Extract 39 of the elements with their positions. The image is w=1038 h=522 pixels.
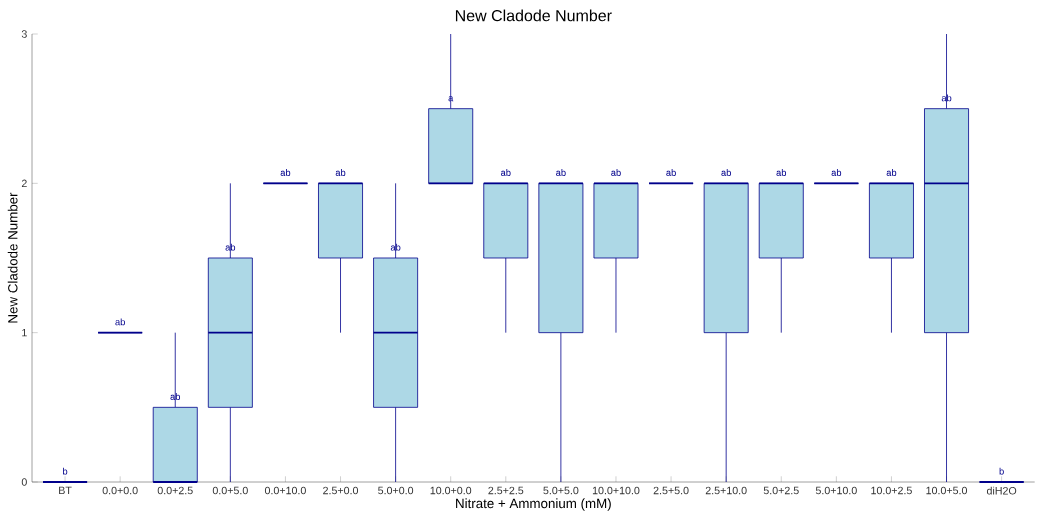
annotation: a <box>448 96 454 102</box>
x-tick-label: 10.0+10.0 <box>592 486 640 495</box>
x-tick-label: 5.0+2.5 <box>763 486 799 495</box>
x-tick-label: 2.5+0.0 <box>323 486 359 495</box>
annotation: ab <box>886 169 897 176</box>
y-tick-label: 3 <box>21 30 27 38</box>
y-tick-label: 0 <box>21 478 27 486</box>
annotation: ab <box>721 169 731 176</box>
chart-title: New Cladode Number <box>455 9 612 22</box>
x-tick-label: 2.5+5.0 <box>653 486 689 495</box>
annotation: ab <box>611 169 621 176</box>
x-tick-label: 0.0+5.0 <box>212 486 248 495</box>
annotation: ab <box>776 169 787 176</box>
x-tick-label: 10.0+2.5 <box>871 486 912 495</box>
x-tick-label: 0.0+10.0 <box>264 486 306 495</box>
y-tick-label: 2 <box>21 179 27 188</box>
x-tick-label: diH2O <box>986 486 1017 495</box>
x-tick-label: 10.0+5.0 <box>926 486 968 495</box>
annotation: ab <box>115 318 125 326</box>
x-tick-label: 0.0+2.5 <box>157 486 193 495</box>
annotation: ab <box>556 169 566 176</box>
x-tick-label: 5.0+5.0 <box>543 486 579 495</box>
x-tick-label: 5.0+0.0 <box>378 486 414 495</box>
x-tick-label: BT <box>59 486 72 495</box>
x-tick-label: 2.5+2.5 <box>488 486 524 495</box>
annotation: ab <box>501 169 511 176</box>
x-tick-label: 0.0+0.0 <box>102 486 138 495</box>
annotation: b <box>999 467 1004 475</box>
x-tick-label: 10.0+0.0 <box>430 486 472 495</box>
annotation: ab <box>666 169 676 176</box>
x-tick-label: 2.5+10.0 <box>705 486 747 495</box>
annotation: ab <box>831 169 842 176</box>
y-tick-label: 1 <box>22 329 27 337</box>
y-axis-title: New Cladode Number <box>7 192 18 323</box>
x-axis-title: Nitrate + Ammonium (mM) <box>456 498 611 511</box>
x-tick-label: 5.0+10.0 <box>815 486 857 495</box>
annotation: ab <box>280 169 291 176</box>
annotation: ab <box>335 169 346 176</box>
annotation: b <box>63 467 68 475</box>
